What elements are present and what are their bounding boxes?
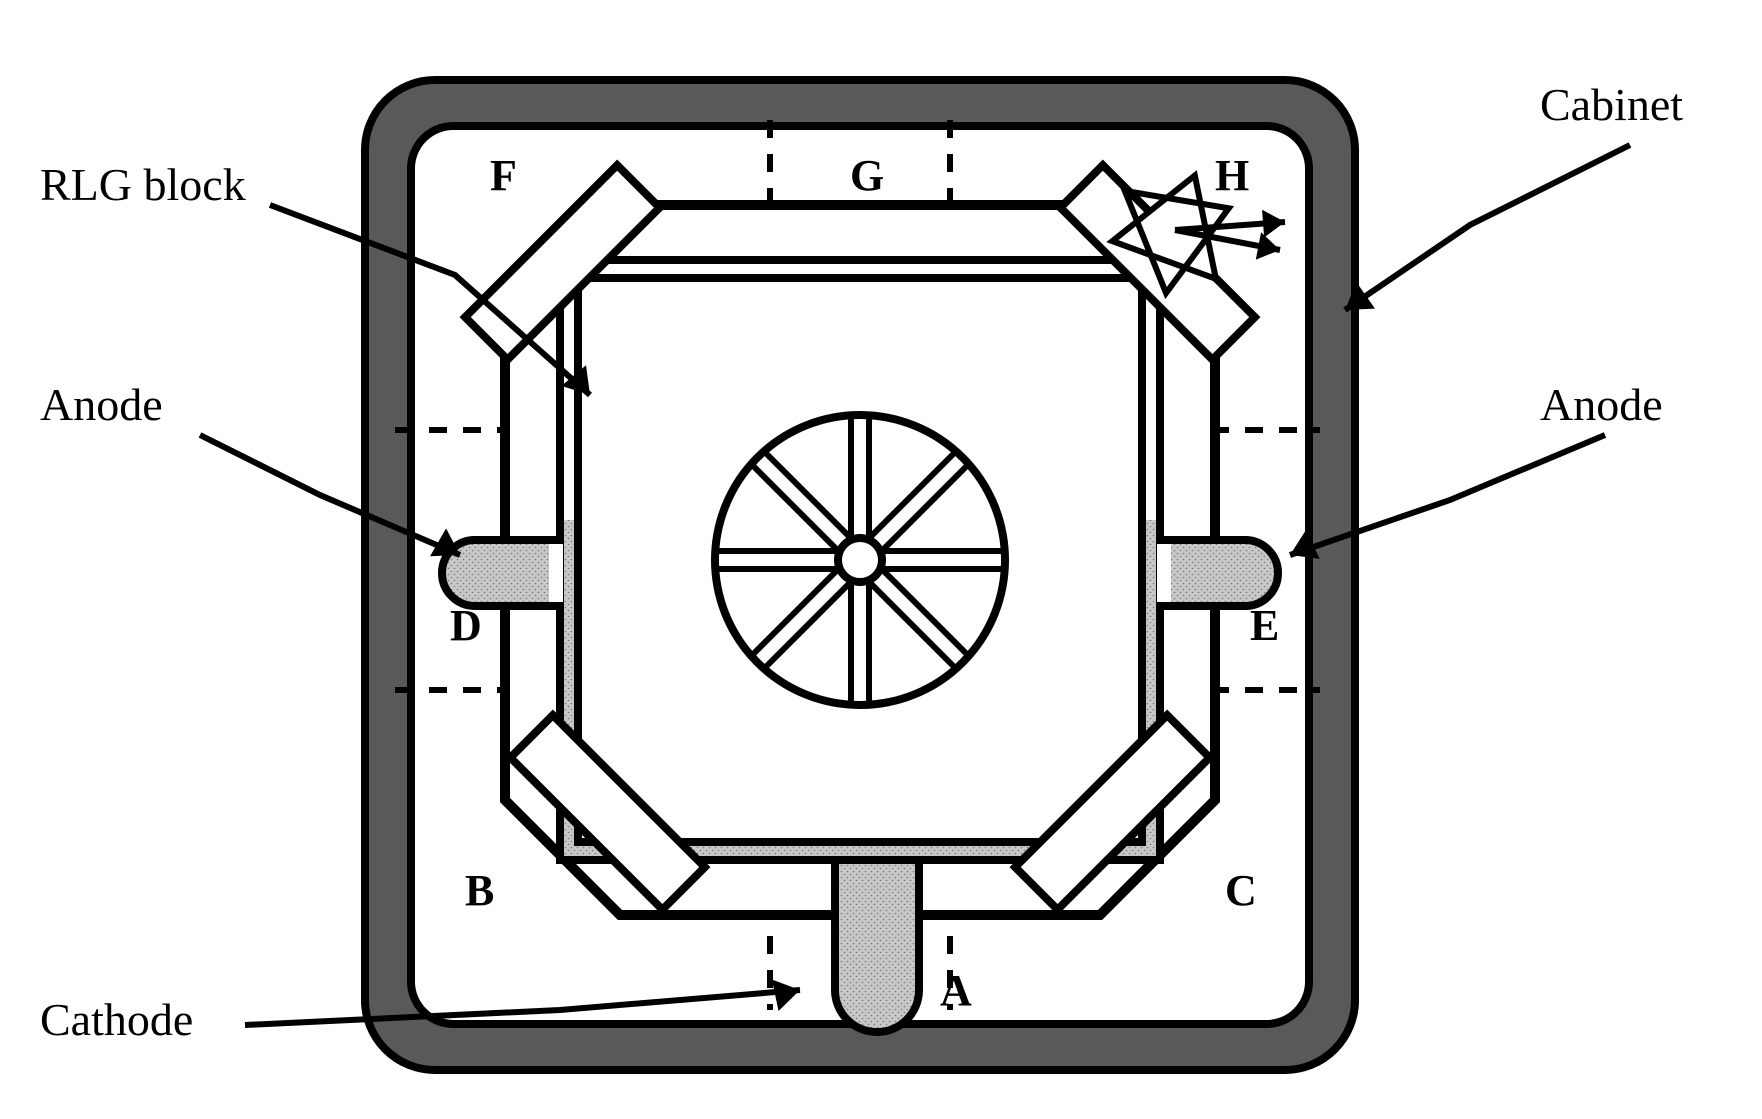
svg-text:Cabinet: Cabinet [1540,79,1683,130]
label-D: D [450,601,482,650]
anode-right-fill [1160,540,1278,606]
label-A: A [940,966,972,1015]
label-F: F [490,151,517,200]
label-H: H [1215,151,1249,200]
svg-text:Cathode: Cathode [40,994,193,1045]
svg-text:Anode: Anode [1540,379,1663,430]
anode-left-fill [442,540,560,606]
label-C: C [1225,866,1257,915]
label-B: B [465,866,494,915]
label-G: G [850,151,884,200]
svg-text:Anode: Anode [40,379,163,430]
svg-text:RLG block: RLG block [40,159,246,210]
dither-wheel [715,415,1005,705]
label-E: E [1250,601,1279,650]
cathode-fill [835,860,919,1032]
